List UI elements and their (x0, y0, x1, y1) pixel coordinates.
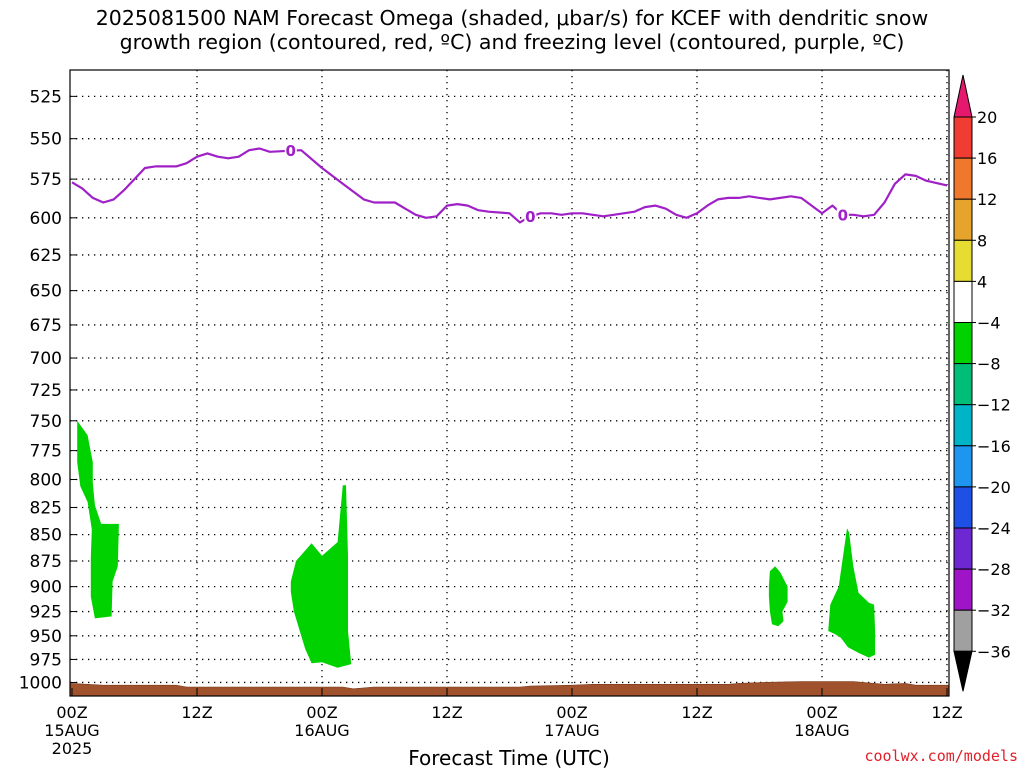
x-axis-label: Forecast Time (UTC) (408, 746, 610, 768)
y-tick-label: 625 (30, 246, 62, 266)
y-tick-label: 850 (30, 526, 62, 546)
y-tick-label: 750 (30, 412, 62, 432)
y-tick-label: 800 (30, 470, 62, 490)
omega-region (77, 420, 119, 619)
colorbar-swatch (953, 239, 973, 282)
y-tick-label: 775 (30, 442, 62, 462)
colorbar-cap-bottom (953, 650, 973, 692)
x-tick-label: 12Z (681, 703, 712, 722)
chart-title: 2025081500 NAM Forecast Omega (shaded, μ… (0, 6, 1024, 54)
y-tick-label: 825 (30, 498, 62, 518)
y-tick-label: 600 (30, 209, 62, 229)
x-tick-date: 15AUG (44, 721, 99, 740)
colorbar-label: −8 (977, 355, 1001, 374)
colorbar-swatch (953, 527, 973, 570)
contour-label: 0 (525, 208, 535, 226)
colorbar-cap-top (953, 74, 973, 118)
x-tick-label: 00Z (806, 703, 837, 722)
title-line-1: 2025081500 NAM Forecast Omega (shaded, μ… (95, 6, 929, 30)
terrain-area (70, 681, 949, 696)
y-tick-label: 725 (30, 381, 62, 401)
colorbar-swatch (953, 363, 973, 406)
colorbar-swatch (953, 486, 973, 529)
title-line-2: growth region (contoured, red, ºC) and f… (119, 30, 905, 54)
contour-label: 0 (838, 206, 848, 224)
colorbar-swatch (953, 568, 973, 611)
freezing-level-line (71, 147, 948, 224)
x-tick-label: 00Z (306, 703, 337, 722)
contour-label-bg (284, 142, 297, 159)
x-tick-label: 00Z (556, 703, 587, 722)
colorbar-label: 4 (977, 272, 987, 291)
omega-region (290, 485, 352, 668)
plot-frame (69, 69, 950, 697)
y-tick-label: 925 (30, 603, 62, 623)
y-axis: 525 550 575 600 625 650 675 700 725 750 775 800 825 8… (19, 87, 77, 693)
freezing-level-contour: 0 0 0 (71, 142, 948, 226)
terrain-fill (70, 681, 949, 696)
credit-text: coolwx.com/models (864, 747, 1018, 765)
omega-region (768, 566, 788, 627)
y-tick-label: 650 (30, 282, 62, 302)
x-tick-label: 12Z (431, 703, 462, 722)
colorbar-swatch (953, 198, 973, 241)
y-tick-label: 900 (30, 578, 62, 598)
colorbar: 20 16 12 8 4 −4 −8 −12 −16 −20 −24 −28 −32 −36 (953, 74, 1011, 692)
y-tick-label: 975 (30, 650, 62, 670)
colorbar-label: −36 (977, 642, 1011, 661)
colorbar-label: −20 (977, 478, 1011, 497)
contour-label-bg (836, 206, 849, 223)
x-tick-date: 16AUG (294, 721, 349, 740)
colorbar-swatch (953, 609, 973, 652)
colorbar-swatch (953, 280, 973, 323)
y-tick-label: 675 (30, 316, 62, 336)
colorbar-label: −12 (977, 396, 1011, 415)
x-tick-year: 2025 (52, 739, 93, 758)
colorbar-swatch (953, 157, 973, 200)
colorbar-swatch (953, 404, 973, 447)
colorbar-label: 12 (977, 190, 997, 209)
y-tick-label: 1000 (19, 673, 62, 693)
grid-lines (70, 70, 949, 696)
colorbar-label: 20 (977, 108, 997, 127)
colorbar-label: 8 (977, 231, 987, 250)
colorbar-swatch (953, 445, 973, 488)
x-tick-date: 18AUG (794, 721, 849, 740)
contour-label: 0 (286, 142, 296, 160)
y-tick-label: 550 (30, 130, 62, 150)
contour-label-bg (524, 208, 537, 225)
colorbar-label: −16 (977, 437, 1011, 456)
y-tick-label: 700 (30, 349, 62, 369)
x-tick-date: 17AUG (544, 721, 599, 740)
colorbar-label: −28 (977, 560, 1011, 579)
x-tick-label: 12Z (931, 703, 962, 722)
y-tick-label: 875 (30, 552, 62, 572)
y-tick-label: 525 (30, 87, 62, 107)
colorbar-label: 16 (977, 149, 997, 168)
y-tick-label: 575 (30, 170, 62, 190)
colorbar-swatch (953, 322, 973, 365)
colorbar-swatch (953, 116, 973, 159)
colorbar-label: −24 (977, 519, 1011, 538)
x-tick-label: 12Z (181, 703, 212, 722)
x-tick-label: 00Z (56, 703, 87, 722)
colorbar-label: −4 (977, 314, 1001, 333)
y-tick-label: 950 (30, 627, 62, 647)
colorbar-label: −32 (977, 601, 1011, 620)
omega-region (828, 528, 876, 658)
omega-shading (77, 420, 876, 668)
